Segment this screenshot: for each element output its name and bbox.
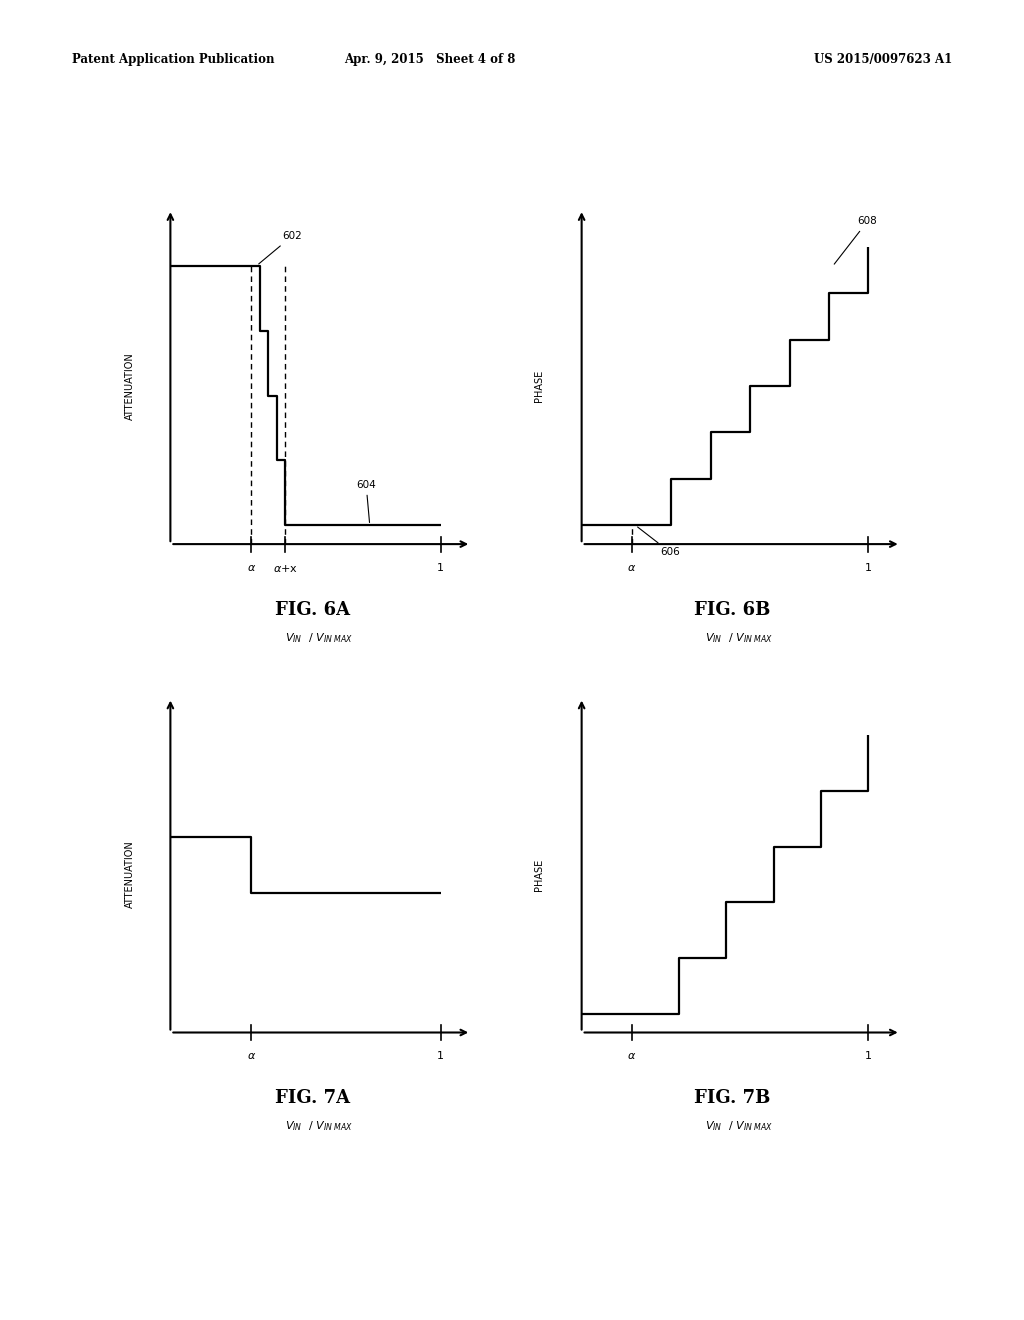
- Text: $V_{IN}$  $/$ $V_{IN\ MAX}$: $V_{IN}$ $/$ $V_{IN\ MAX}$: [706, 1119, 773, 1134]
- Text: PHASE: PHASE: [534, 370, 544, 403]
- Text: 1: 1: [437, 562, 444, 573]
- Text: ATTENUATION: ATTENUATION: [125, 352, 135, 420]
- Text: 1: 1: [437, 1051, 444, 1061]
- Text: $\alpha$+x: $\alpha$+x: [272, 562, 298, 574]
- Text: FIG. 7A: FIG. 7A: [274, 1089, 350, 1107]
- Text: $V_{IN}$  $/$ $V_{IN\ MAX}$: $V_{IN}$ $/$ $V_{IN\ MAX}$: [706, 631, 773, 645]
- Text: $V_{IN}$  $/$ $V_{IN\ MAX}$: $V_{IN}$ $/$ $V_{IN\ MAX}$: [285, 1119, 353, 1134]
- Text: $\alpha$: $\alpha$: [628, 562, 636, 573]
- Text: 604: 604: [356, 479, 376, 523]
- Text: $V_{IN}$  $/$ $V_{IN\ MAX}$: $V_{IN}$ $/$ $V_{IN\ MAX}$: [285, 631, 353, 645]
- Text: 606: 606: [638, 527, 680, 557]
- Text: 1: 1: [865, 1051, 871, 1061]
- Text: FIG. 7B: FIG. 7B: [694, 1089, 770, 1107]
- Text: US 2015/0097623 A1: US 2015/0097623 A1: [814, 53, 952, 66]
- Text: 608: 608: [835, 216, 878, 264]
- Text: Patent Application Publication: Patent Application Publication: [72, 53, 274, 66]
- Text: PHASE: PHASE: [534, 858, 544, 891]
- Text: $\alpha$: $\alpha$: [247, 562, 256, 573]
- Text: $\alpha$: $\alpha$: [628, 1051, 636, 1061]
- Text: FIG. 6A: FIG. 6A: [274, 601, 350, 619]
- Text: FIG. 6B: FIG. 6B: [694, 601, 770, 619]
- Text: ATTENUATION: ATTENUATION: [125, 841, 135, 908]
- Text: $\alpha$: $\alpha$: [247, 1051, 256, 1061]
- Text: Apr. 9, 2015   Sheet 4 of 8: Apr. 9, 2015 Sheet 4 of 8: [344, 53, 516, 66]
- Text: 602: 602: [259, 231, 302, 264]
- Text: 1: 1: [865, 562, 871, 573]
